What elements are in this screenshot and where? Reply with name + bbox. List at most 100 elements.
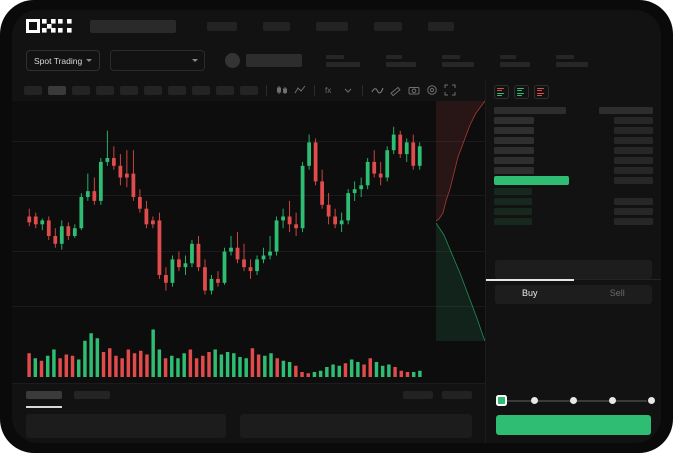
candle xyxy=(183,263,188,268)
mode-row xyxy=(537,92,545,94)
orderbook-bids[interactable] xyxy=(494,186,653,226)
price-chart-area[interactable] xyxy=(12,101,485,383)
bottom-action-1[interactable] xyxy=(403,391,433,399)
nav-item-2[interactable] xyxy=(263,21,290,31)
spot-trading-dropdown[interactable]: Spot Trading xyxy=(26,50,101,71)
interval-10[interactable] xyxy=(240,85,258,95)
fullscreen-icon[interactable] xyxy=(443,84,456,97)
orderbook-ask-row[interactable] xyxy=(494,155,653,165)
tab-order-history[interactable] xyxy=(74,391,110,399)
candle xyxy=(138,197,142,209)
orderbook-bid-row[interactable] xyxy=(494,206,653,216)
slider-node-50[interactable] xyxy=(570,397,577,405)
interval-9[interactable] xyxy=(216,85,234,95)
orderbook-bid-row[interactable] xyxy=(494,186,653,196)
interval-6[interactable] xyxy=(144,85,162,95)
candle xyxy=(59,226,64,244)
price-field[interactable] xyxy=(495,260,652,279)
amount-field[interactable] xyxy=(495,285,652,304)
volume-bar xyxy=(188,349,193,377)
depth-chart-overlay xyxy=(436,101,485,341)
order-price xyxy=(494,136,534,144)
mode-row xyxy=(497,92,505,94)
candle xyxy=(307,142,311,166)
volume-bar xyxy=(387,364,391,377)
interval-2[interactable] xyxy=(48,85,66,95)
orderbook-mode-bids[interactable] xyxy=(514,85,529,99)
volume-bar xyxy=(163,358,168,377)
nav-item-1[interactable] xyxy=(207,21,237,31)
interval-5[interactable] xyxy=(120,85,138,95)
compare-icon[interactable]: fx xyxy=(323,84,336,97)
volume-bar xyxy=(207,352,211,377)
candle xyxy=(255,259,259,272)
gridline xyxy=(12,306,485,307)
volume-bar xyxy=(238,357,242,377)
settings-icon[interactable] xyxy=(425,84,438,97)
orderbook-ask-row[interactable] xyxy=(494,115,653,125)
okx-logo[interactable] xyxy=(26,19,72,33)
volume-bar xyxy=(325,367,329,377)
spread-amount xyxy=(614,177,653,184)
mode-row xyxy=(497,95,503,96)
slider-node-25[interactable] xyxy=(531,397,539,405)
candlestick-chart-icon[interactable] xyxy=(275,84,288,97)
volume-bar xyxy=(362,364,366,377)
orderbook-asks[interactable] xyxy=(494,115,653,175)
gridline xyxy=(12,251,485,252)
candle xyxy=(79,197,84,229)
mode-row xyxy=(517,88,525,89)
orderbook-bid-row[interactable] xyxy=(494,216,653,226)
orderbook-ask-row[interactable] xyxy=(494,165,653,175)
interval-1[interactable] xyxy=(24,85,42,95)
interval-3[interactable] xyxy=(72,85,90,95)
orderbook-ask-row[interactable] xyxy=(494,145,653,155)
orderbook-ask-row[interactable] xyxy=(494,125,653,135)
orders-placeholder-card xyxy=(26,414,226,438)
line-chart-icon[interactable] xyxy=(371,84,384,97)
camera-icon[interactable] xyxy=(407,84,420,97)
interval-4[interactable] xyxy=(96,85,114,95)
orderbook-bid-row[interactable] xyxy=(494,196,653,206)
volume-bar xyxy=(83,340,87,377)
order-price xyxy=(494,156,534,164)
nav-item-5[interactable] xyxy=(428,21,454,31)
volume-bar xyxy=(225,352,230,377)
candle xyxy=(144,208,149,225)
indicator-icon[interactable] xyxy=(293,84,306,97)
slider-handle[interactable] xyxy=(496,395,507,406)
chevron-down-icon[interactable] xyxy=(341,84,354,97)
submit-buy-button[interactable] xyxy=(496,415,651,435)
slider-node-100[interactable] xyxy=(647,397,655,405)
slider-node-75[interactable] xyxy=(608,397,616,405)
orderbook-ask-row[interactable] xyxy=(494,135,653,145)
header-amount-label xyxy=(599,106,653,114)
volume-bar xyxy=(52,349,56,377)
trading-pair-select[interactable] xyxy=(110,50,206,71)
candle xyxy=(333,216,338,225)
volume-bar xyxy=(294,365,298,377)
candle xyxy=(248,267,253,272)
interval-8[interactable] xyxy=(192,85,210,95)
bottom-action-2[interactable] xyxy=(442,391,472,399)
percent-slider[interactable] xyxy=(496,395,655,407)
stat-label xyxy=(386,54,403,59)
tab-sell[interactable]: Sell xyxy=(609,287,625,298)
volume-bar xyxy=(95,338,100,377)
orderbook-mode-asks[interactable] xyxy=(534,85,549,99)
candle xyxy=(346,193,351,221)
search-input[interactable] xyxy=(90,19,176,33)
ruler-icon[interactable] xyxy=(389,84,402,97)
pair-summary[interactable] xyxy=(225,53,303,68)
volume-bar xyxy=(343,363,348,377)
nav-item-4[interactable] xyxy=(374,21,402,31)
candle xyxy=(313,142,318,182)
interval-7[interactable] xyxy=(168,85,186,95)
order-price xyxy=(494,116,534,124)
tab-buy[interactable]: Buy xyxy=(486,279,574,305)
candle xyxy=(404,142,409,155)
volume-bar xyxy=(114,355,118,377)
nav-item-3[interactable] xyxy=(316,21,348,31)
orderbook-mode-both[interactable] xyxy=(494,85,509,99)
tab-open-orders[interactable] xyxy=(26,391,62,399)
